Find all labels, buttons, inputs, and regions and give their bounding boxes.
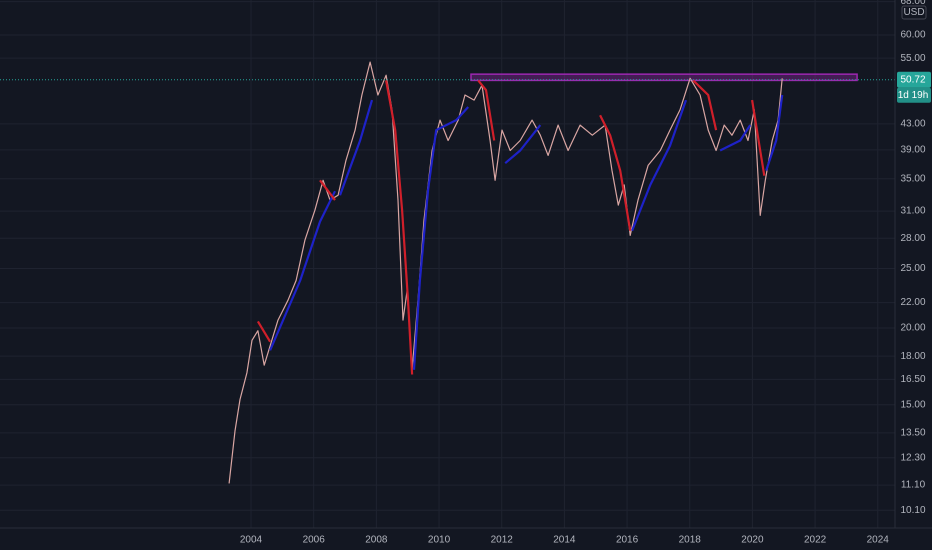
trend-line: [412, 106, 470, 370]
x-tick-label: 2020: [741, 535, 764, 546]
y-tick-label: 11.10: [901, 480, 926, 491]
countdown-label: 1d 19h: [898, 90, 929, 101]
y-tick-label: 55.00: [900, 53, 925, 64]
x-tick-label: 2014: [553, 535, 576, 546]
y-tick-label: 31.00: [900, 206, 925, 217]
y-tick-label: 35.00: [900, 173, 925, 184]
trend-line: [269, 190, 336, 351]
y-tick-label: 18.00: [900, 351, 925, 362]
y-tick-label: 20.00: [900, 323, 925, 334]
currency-box: [901, 5, 927, 20]
plot-area: [0, 61, 895, 484]
last-price-box: [897, 71, 931, 88]
y-tick-label: 15.00: [900, 399, 925, 410]
trend-line: [256, 320, 272, 343]
y-tick-label: 12.30: [900, 452, 925, 463]
y-tick-label: 60.00: [900, 30, 925, 41]
x-tick-label: 2022: [804, 535, 827, 546]
trend-line: [385, 80, 414, 375]
price-line: [228, 61, 783, 484]
trend-line: [477, 79, 496, 141]
y-tick-label: 13.50: [900, 427, 925, 438]
y-tick-label: 43.00: [900, 118, 925, 129]
x-tick-label: 2010: [428, 535, 451, 546]
resistance-zone: [470, 73, 858, 82]
y-tick-label: 22.00: [900, 297, 925, 308]
x-tick-label: 2012: [491, 535, 514, 546]
trend-line: [751, 99, 766, 176]
y-tick-label: 25.00: [900, 263, 925, 274]
trend-line: [504, 124, 542, 165]
x-tick-label: 2018: [679, 535, 702, 546]
x-tick-label: 2024: [867, 535, 890, 546]
currency-label: USD: [903, 7, 924, 18]
x-tick-label: 2016: [616, 535, 639, 546]
grid: [0, 0, 895, 528]
y-tick-label: 10.10: [900, 505, 925, 516]
y-tick-label: 68.00: [900, 0, 925, 7]
trend-line: [599, 114, 632, 231]
countdown-box: [897, 87, 931, 103]
trend-line: [719, 124, 752, 152]
y-tick-label: 28.00: [900, 233, 925, 244]
trend-line: [319, 179, 336, 201]
x-tick-label: 2008: [365, 535, 388, 546]
x-tick-label: 2004: [240, 535, 263, 546]
trend-line: [338, 99, 374, 196]
y-tick-label: 39.00: [900, 145, 925, 156]
trend-line: [631, 99, 688, 232]
y-tick-label: 16.50: [900, 374, 925, 385]
trend-line: [765, 94, 784, 171]
trend-line: [692, 79, 718, 131]
last-price-label: 50.72: [900, 74, 925, 85]
x-tick-label: 2006: [303, 535, 326, 546]
